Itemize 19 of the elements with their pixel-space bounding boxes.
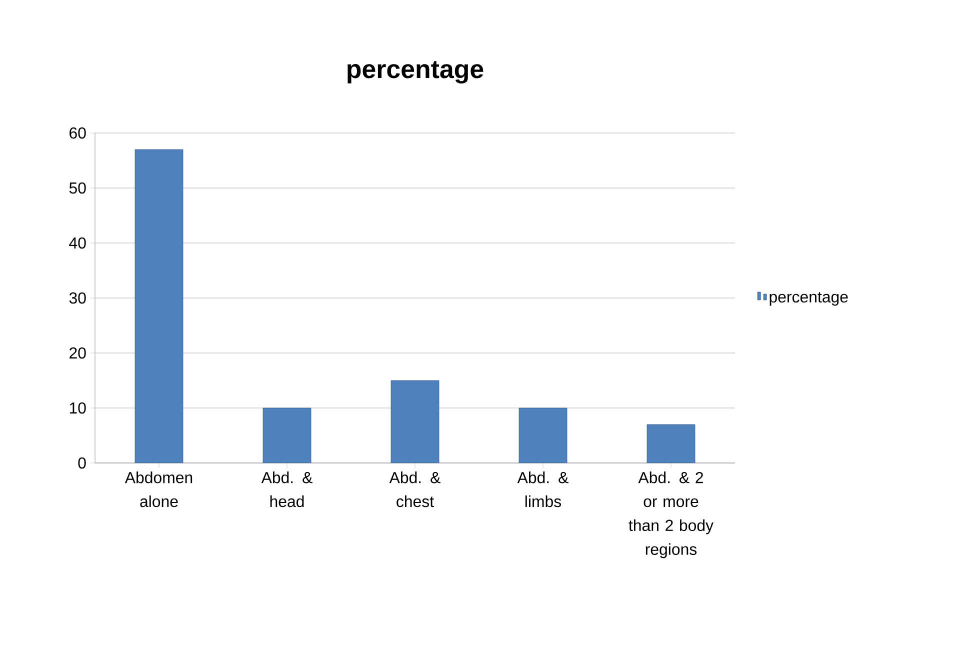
- y-tick-label: 10: [70, 402, 86, 414]
- x-tick-label: Abdomen alone: [124, 472, 192, 508]
- y-tick-label: 50: [69, 182, 86, 194]
- x-tick-label: Abd. & limbs: [517, 472, 568, 508]
- chart-title: percentage: [348, 61, 484, 84]
- x-tick-label: Abd. & head: [261, 472, 312, 508]
- y-tick-label: 30: [69, 292, 86, 304]
- bar: [646, 424, 696, 463]
- y-tick-label: 60: [70, 127, 86, 139]
- y-tick-label: 20: [70, 347, 86, 359]
- x-tick-label: Abd. & chest: [389, 472, 440, 508]
- y-tick-label: 0: [78, 457, 86, 469]
- bar: [390, 380, 440, 463]
- bar: [262, 408, 312, 463]
- bar: [518, 408, 568, 463]
- y-tick-label: 40: [69, 237, 86, 249]
- legend-label: percentage: [770, 292, 848, 306]
- bar: [134, 149, 184, 463]
- x-tick-label: Abd. & 2 or more than 2 body regions: [628, 472, 714, 558]
